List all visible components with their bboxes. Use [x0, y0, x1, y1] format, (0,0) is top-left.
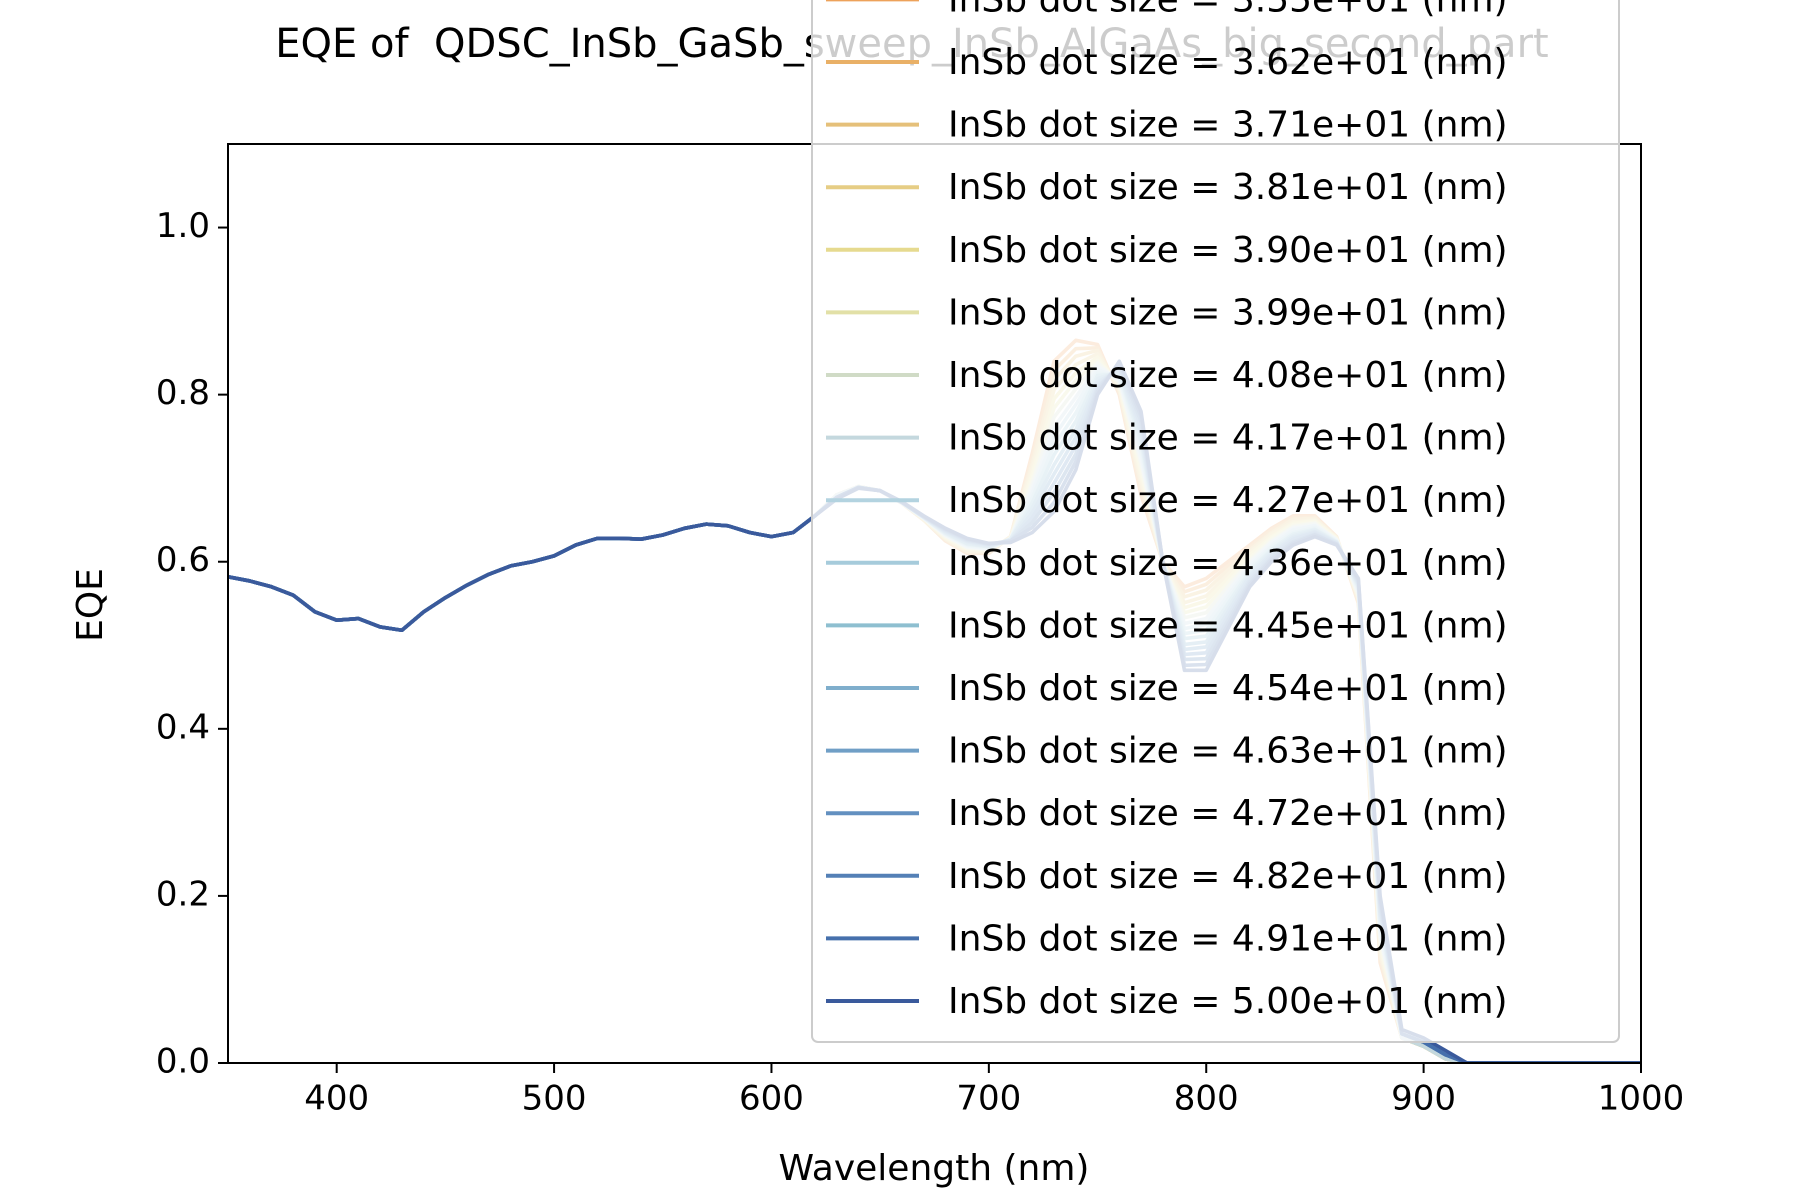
x-tick-label: 900 — [1391, 1079, 1456, 1119]
legend-label: InSb dot size = 5.00e+01 (nm) — [948, 981, 1508, 1022]
legend-label: InSb dot size = 3.62e+01 (nm) — [948, 42, 1508, 83]
legend-label: InSb dot size = 4.08e+01 (nm) — [948, 355, 1508, 396]
legend-label: InSb dot size = 4.17e+01 (nm) — [948, 418, 1508, 459]
legend-label: InSb dot size = 3.99e+01 (nm) — [948, 292, 1508, 333]
legend-label: InSb dot size = 3.71e+01 (nm) — [948, 105, 1508, 146]
y-axis-label: EQE — [70, 568, 111, 642]
y-tick-label: 0.0 — [156, 1042, 210, 1082]
x-tick-label: 600 — [739, 1079, 804, 1119]
axes: 400 500 600 700 800 900 1000 0.0 0.2 0.4 0.6 0.8 1.0 — [156, 143, 1685, 1119]
x-tick-label: 500 — [522, 1079, 587, 1119]
legend-label: InSb dot size = 4.54e+01 (nm) — [948, 668, 1508, 709]
x-tick-label: 400 — [304, 1079, 369, 1119]
legend: InSb dot size = 3.55e+01 (nm) InSb dot si… — [811, 0, 1620, 1043]
y-tick-label: 1.0 — [156, 206, 210, 246]
legend-label: InSb dot size = 3.81e+01 (nm) — [948, 167, 1508, 208]
legend-label: InSb dot size = 4.45e+01 (nm) — [948, 605, 1508, 646]
x-tick-label: 800 — [1174, 1079, 1239, 1119]
legend-label: InSb dot size = 4.72e+01 (nm) — [948, 793, 1508, 834]
x-tick-label: 700 — [956, 1079, 1021, 1119]
x-axis-label: Wavelength (nm) — [779, 1148, 1090, 1189]
legend-label: InSb dot size = 4.82e+01 (nm) — [948, 856, 1508, 897]
legend-label: InSb dot size = 4.63e+01 (nm) — [948, 731, 1508, 772]
legend-label: InSb dot size = 4.27e+01 (nm) — [948, 480, 1508, 521]
y-tick-label: 0.2 — [156, 874, 210, 914]
legend-box — [811, 0, 1620, 1043]
legend-label: InSb dot size = 3.55e+01 (nm) — [948, 0, 1508, 20]
legend-label: InSb dot size = 4.91e+01 (nm) — [948, 918, 1508, 959]
y-tick-label: 0.6 — [156, 540, 210, 580]
legend-label: InSb dot size = 4.36e+01 (nm) — [948, 543, 1508, 584]
x-tick-label: 1000 — [1598, 1079, 1685, 1119]
legend-label: InSb dot size = 3.90e+01 (nm) — [948, 230, 1508, 271]
y-tick-label: 0.8 — [156, 373, 210, 413]
y-tick-label: 0.4 — [156, 707, 210, 747]
